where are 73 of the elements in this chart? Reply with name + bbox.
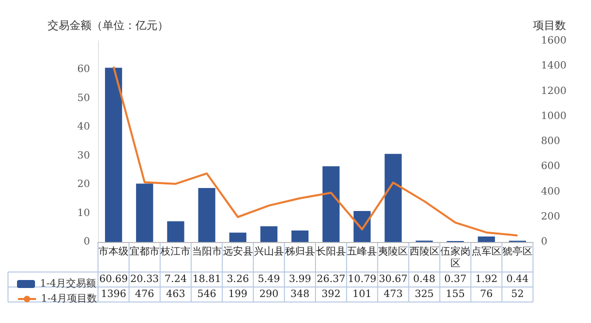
data-label: 3.99 xyxy=(288,274,312,285)
data-label: 101 xyxy=(352,289,372,300)
bar xyxy=(229,232,246,242)
data-label: 473 xyxy=(384,289,403,300)
bar xyxy=(104,68,122,242)
x-tick-label: 枝江市 xyxy=(160,246,191,258)
bar xyxy=(260,226,278,242)
y2-axis-title: 项目数 xyxy=(533,19,566,32)
data-label: 348 xyxy=(290,289,310,300)
bar xyxy=(167,221,184,242)
x-tick-label: 秭归县 xyxy=(284,246,315,258)
data-label: 0.48 xyxy=(413,274,436,285)
data-label: 20.33 xyxy=(130,274,159,285)
bar xyxy=(291,230,309,242)
data-label: 7.24 xyxy=(164,274,187,285)
x-tick-label: 猇亭区 xyxy=(502,246,532,258)
x-tick-label: 远安县 xyxy=(222,246,253,258)
y2-tick-label: 1200 xyxy=(541,86,566,97)
x-tick-label: 当阳市 xyxy=(192,246,222,258)
x-tick-label: 点军区 xyxy=(471,246,502,258)
y-tick-label: 30 xyxy=(77,150,90,162)
x-tick-label: 长阳县 xyxy=(316,246,346,258)
data-label: 0.44 xyxy=(506,274,529,285)
line-series xyxy=(112,66,518,236)
y2-tick-label: 400 xyxy=(541,186,560,198)
y2-tick-label: 200 xyxy=(541,211,560,222)
data-label: 290 xyxy=(259,289,278,300)
data-label: 30.67 xyxy=(378,274,408,285)
data-label: 26.37 xyxy=(316,274,346,285)
data-label: 76 xyxy=(480,289,493,300)
bar xyxy=(322,166,340,242)
data-label: 546 xyxy=(197,289,216,300)
y2-tick-label: 800 xyxy=(541,136,560,147)
data-label: 199 xyxy=(228,289,248,300)
y-tick-label: 40 xyxy=(77,122,90,133)
y-tick-label: 50 xyxy=(77,92,90,104)
data-label: 60.69 xyxy=(99,274,128,285)
y2-tick-label: 0 xyxy=(541,236,548,248)
y-tick-label: 10 xyxy=(77,208,90,219)
legend-label: 1-4月交易额 xyxy=(40,278,96,290)
data-label: 10.79 xyxy=(348,274,376,285)
y-tick-label: 0 xyxy=(84,236,90,248)
x-tick-label: 伍家岗区 xyxy=(440,246,470,270)
x-tick-label: 市本级 xyxy=(98,246,129,258)
y-tick-label: 60 xyxy=(77,64,90,76)
data-label: 155 xyxy=(446,289,465,300)
x-tick-label: 五峰县 xyxy=(347,246,378,258)
x-tick-label: 兴山县 xyxy=(254,246,284,258)
data-label: 0.37 xyxy=(444,274,466,285)
data-label: 476 xyxy=(135,289,154,300)
data-label: 1396 xyxy=(100,289,126,300)
data-label: 5.49 xyxy=(258,274,280,285)
bar xyxy=(478,236,495,242)
data-label: 325 xyxy=(414,289,434,300)
y2-tick-label: 1400 xyxy=(541,60,566,72)
x-tick-label: 夷陵区 xyxy=(378,246,408,258)
data-label: 1.92 xyxy=(475,274,498,285)
y2-tick-label: 1600 xyxy=(541,36,566,46)
y2-tick-label: 1000 xyxy=(541,110,566,122)
data-label: 3.26 xyxy=(226,274,249,285)
y-tick-label: 20 xyxy=(77,179,90,190)
x-tick-label: 宜都市 xyxy=(130,246,160,258)
legend-label: 1-4月项目数 xyxy=(41,294,98,304)
data-label: 392 xyxy=(321,289,341,300)
bar xyxy=(198,188,216,242)
bar xyxy=(136,184,154,242)
data-label: 52 xyxy=(511,289,524,300)
x-tick-label: 西陵区 xyxy=(409,246,440,258)
y2-tick-label: 600 xyxy=(541,161,560,172)
bar xyxy=(384,154,402,242)
y-axis-title: 交易金额（单位：亿元） xyxy=(48,19,168,32)
data-label: 18.81 xyxy=(192,274,222,285)
data-label: 463 xyxy=(166,289,186,300)
